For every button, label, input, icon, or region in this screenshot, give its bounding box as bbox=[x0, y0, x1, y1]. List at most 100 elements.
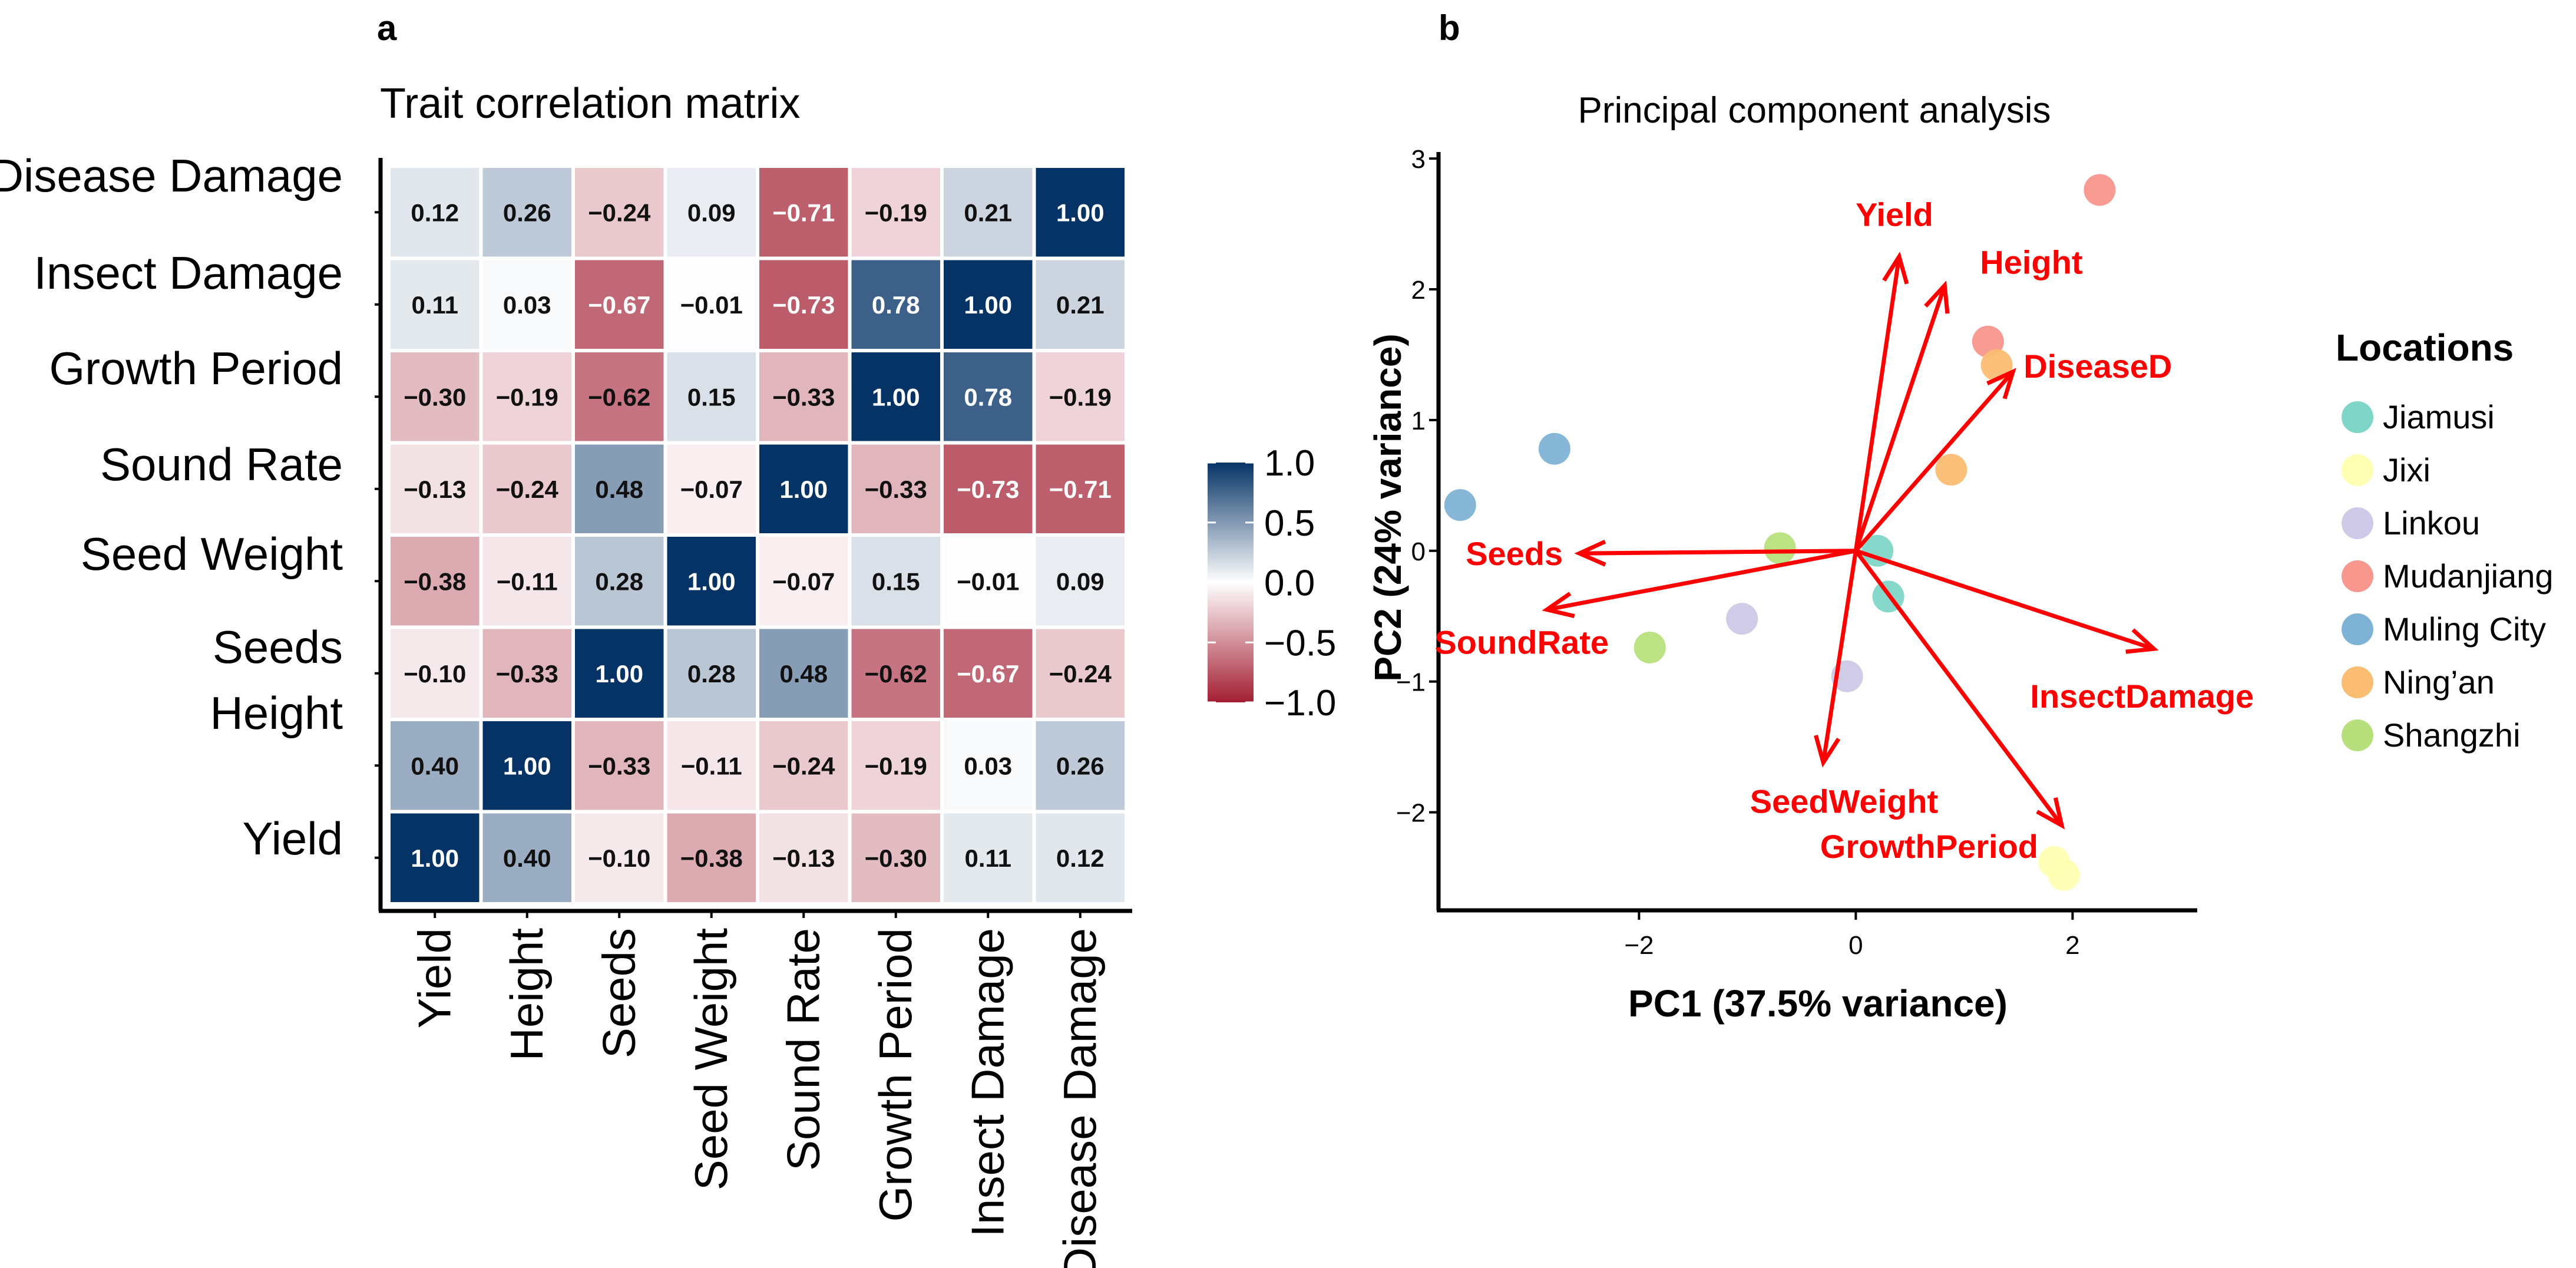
heatmap-cell-value: 0.26 bbox=[1056, 752, 1105, 780]
panel-b-label: b bbox=[1439, 8, 1460, 48]
pca-title: Principal component analysis bbox=[1578, 90, 2051, 131]
heatmap-row-label: Seeds bbox=[213, 621, 343, 673]
heatmap-cell-value: 0.09 bbox=[1056, 567, 1105, 595]
heatmap-cell-value: −0.67 bbox=[957, 660, 1019, 688]
heatmap-cell bbox=[391, 168, 480, 257]
heatmap-cell bbox=[482, 444, 571, 533]
pca-loading-arrowhead bbox=[2036, 797, 2065, 830]
heatmap-cell bbox=[944, 537, 1033, 626]
heatmap-cell-value: −0.13 bbox=[404, 475, 466, 503]
heatmap-cell-value: −0.19 bbox=[496, 383, 558, 411]
heatmap-cell bbox=[667, 352, 756, 441]
heatmap-cell bbox=[575, 721, 664, 810]
pca-loading-arrowhead bbox=[1814, 735, 1841, 768]
heatmap-col-label: Insect Damage bbox=[961, 928, 1013, 1237]
heatmap-col-label: Yield bbox=[408, 928, 460, 1029]
pca-y-tick-label: −2 bbox=[1396, 799, 1426, 828]
heatmap-col-label: Growth Period bbox=[869, 928, 921, 1222]
pca-loading-label: Height bbox=[1980, 243, 2082, 280]
heatmap-cell-value: −0.11 bbox=[497, 567, 558, 595]
heatmap-cell-value: −0.38 bbox=[404, 567, 466, 595]
heatmap-cell-value: 0.11 bbox=[965, 844, 1011, 872]
pca-y-tick-label: 2 bbox=[1411, 276, 1426, 305]
heatmap-row-label: Disease Damage bbox=[0, 150, 343, 202]
heatmap-row-label: Sound Rate bbox=[100, 438, 343, 490]
pca-loading-arrowhead bbox=[1986, 368, 2016, 399]
heatmap-cell-value: −0.01 bbox=[957, 567, 1019, 595]
heatmap-cell bbox=[667, 813, 756, 902]
heatmap-cell-value: −0.19 bbox=[865, 199, 927, 226]
heatmap-cell-value: 0.48 bbox=[779, 660, 828, 688]
heatmap-cell-value: 0.12 bbox=[411, 199, 459, 226]
heatmap-cell bbox=[482, 629, 571, 718]
pca-point bbox=[1444, 489, 1476, 521]
heatmap-row-label: Insect Damage bbox=[34, 247, 343, 299]
heatmap-cell-value: 0.11 bbox=[412, 291, 458, 319]
colorbar-tick-label: −0.5 bbox=[1264, 623, 1336, 663]
heatmap-cell-value: −0.71 bbox=[772, 199, 835, 226]
pca-loading-arrowhead bbox=[2125, 628, 2159, 654]
heatmap-cell bbox=[667, 444, 756, 533]
colorbar-tick-label: 0.5 bbox=[1264, 503, 1315, 544]
heatmap-cell-value: −0.62 bbox=[588, 383, 650, 411]
heatmap-cell-value: 0.03 bbox=[503, 291, 551, 319]
heatmap-cell bbox=[944, 444, 1033, 533]
pca-point bbox=[2048, 859, 2080, 891]
heatmap-row-label: Yield bbox=[242, 813, 343, 864]
legend-entry-label: Jixi bbox=[2383, 451, 2430, 488]
heatmap-cell bbox=[851, 813, 940, 902]
pca-y-axis-title: PC2 (24% variance) bbox=[1367, 333, 1409, 682]
heatmap-cell bbox=[667, 537, 756, 626]
pca-y-tick-label: 3 bbox=[1411, 145, 1426, 174]
heatmap-cell-value: 0.15 bbox=[872, 567, 920, 595]
pca-loading-arrow bbox=[1854, 285, 1947, 552]
heatmap-cell bbox=[759, 168, 848, 257]
pca-point bbox=[1633, 631, 1666, 663]
colorbar-tick-label: −1.0 bbox=[1264, 683, 1336, 724]
heatmap-cell bbox=[391, 537, 480, 626]
heatmap-cell-value: −0.01 bbox=[680, 291, 743, 319]
pca-point bbox=[1726, 603, 1758, 635]
pca-loading-label: Yield bbox=[1856, 196, 1933, 233]
pca-x-tick-label: −2 bbox=[1624, 931, 1654, 960]
pca-point bbox=[1538, 432, 1570, 465]
heatmap-title: Trait correlation matrix bbox=[380, 80, 801, 127]
legend-entry-label: Ning’an bbox=[2383, 663, 2495, 701]
heatmap-cell bbox=[851, 444, 940, 533]
heatmap-cell-value: −0.30 bbox=[865, 844, 927, 872]
heatmap-cell bbox=[759, 629, 848, 718]
legend-swatch bbox=[2342, 613, 2373, 645]
heatmap-cell-value: −0.24 bbox=[772, 752, 835, 780]
legend-swatch bbox=[2342, 560, 2373, 592]
heatmap-cell-value: −0.33 bbox=[865, 475, 927, 503]
heatmap-cell bbox=[759, 721, 848, 810]
colorbar-tick-label: 0.0 bbox=[1264, 563, 1315, 604]
heatmap-cell bbox=[851, 537, 940, 626]
heatmap-cell bbox=[575, 168, 664, 257]
heatmap-cell-value: −0.71 bbox=[1049, 475, 1112, 503]
heatmap-cell bbox=[1036, 721, 1125, 810]
legend-swatch bbox=[2342, 666, 2373, 698]
pca-loading-arrow bbox=[1855, 549, 2155, 651]
heatmap-cell bbox=[482, 260, 571, 349]
heatmap-cell-value: 0.26 bbox=[503, 199, 551, 226]
heatmap-cell bbox=[944, 352, 1033, 441]
locations-legend: Locations Jiamusi Jixi Linkou Mudanjiang Muli… bbox=[2336, 326, 2554, 754]
pca-loading-label: SoundRate bbox=[1434, 624, 1609, 661]
heatmap-cell bbox=[391, 813, 480, 902]
heatmap-cell bbox=[391, 352, 480, 441]
heatmap-cell-value: 1.00 bbox=[687, 567, 736, 595]
heatmap-cell-value: −0.67 bbox=[588, 291, 650, 319]
heatmap-cell bbox=[575, 260, 664, 349]
heatmap-cell-value: 0.21 bbox=[964, 199, 1012, 226]
heatmap-cell-value: −0.19 bbox=[1049, 383, 1112, 411]
pca-loading-arrowhead bbox=[1882, 252, 1909, 285]
heatmap-cell bbox=[575, 352, 664, 441]
heatmap-cell-value: 1.00 bbox=[503, 752, 551, 780]
heatmap-cell-value: −0.62 bbox=[865, 660, 927, 688]
heatmap-cell bbox=[575, 537, 664, 626]
heatmap-cell-value: −0.73 bbox=[772, 291, 835, 319]
heatmap-cell bbox=[391, 260, 480, 349]
heatmap-cell bbox=[759, 813, 848, 902]
heatmap-cell bbox=[944, 813, 1033, 902]
